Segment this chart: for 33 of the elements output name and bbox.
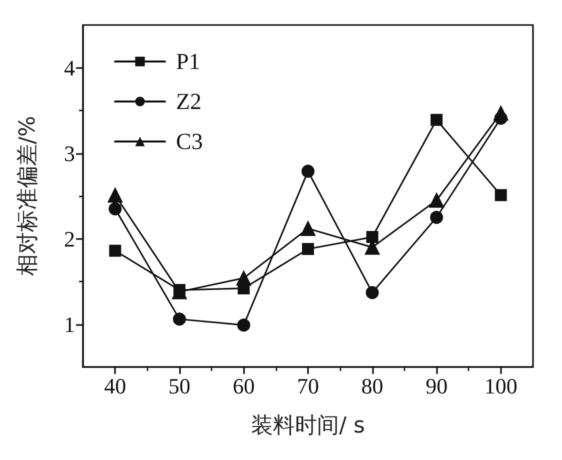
point	[237, 318, 250, 332]
y-axis-title: 相对标准偏差/%	[16, 116, 40, 276]
point	[172, 312, 186, 326]
legend-label: C3	[176, 129, 203, 154]
x-tick-label: 80	[361, 374, 384, 398]
legend-label: Z2	[176, 89, 202, 114]
point	[108, 188, 123, 203]
legend-label: P1	[176, 49, 200, 74]
point	[429, 192, 444, 208]
point	[236, 270, 252, 286]
x-tick-label: 60	[232, 374, 255, 398]
point	[109, 244, 122, 257]
point	[430, 114, 443, 126]
x-tick-label: 50	[168, 374, 190, 398]
x-axis-title: 装料时间/ s	[251, 414, 365, 438]
x-tick-label: 100	[484, 374, 518, 398]
point	[366, 286, 379, 300]
x-tick-label: 40	[104, 374, 126, 398]
y-tick-label: 1	[64, 312, 75, 337]
point	[302, 164, 314, 178]
y-tick-label: 3	[64, 140, 75, 166]
point	[494, 189, 507, 202]
point	[366, 231, 378, 244]
point	[108, 202, 122, 216]
x-tick-label: 90	[426, 374, 448, 398]
y-tick-label: 4	[64, 55, 75, 80]
point	[302, 243, 314, 256]
y-tick-label: 2	[64, 226, 75, 252]
x-tick-label: 70	[297, 374, 319, 398]
point	[172, 284, 187, 300]
point	[430, 210, 444, 224]
point	[493, 106, 508, 121]
point	[300, 220, 316, 236]
